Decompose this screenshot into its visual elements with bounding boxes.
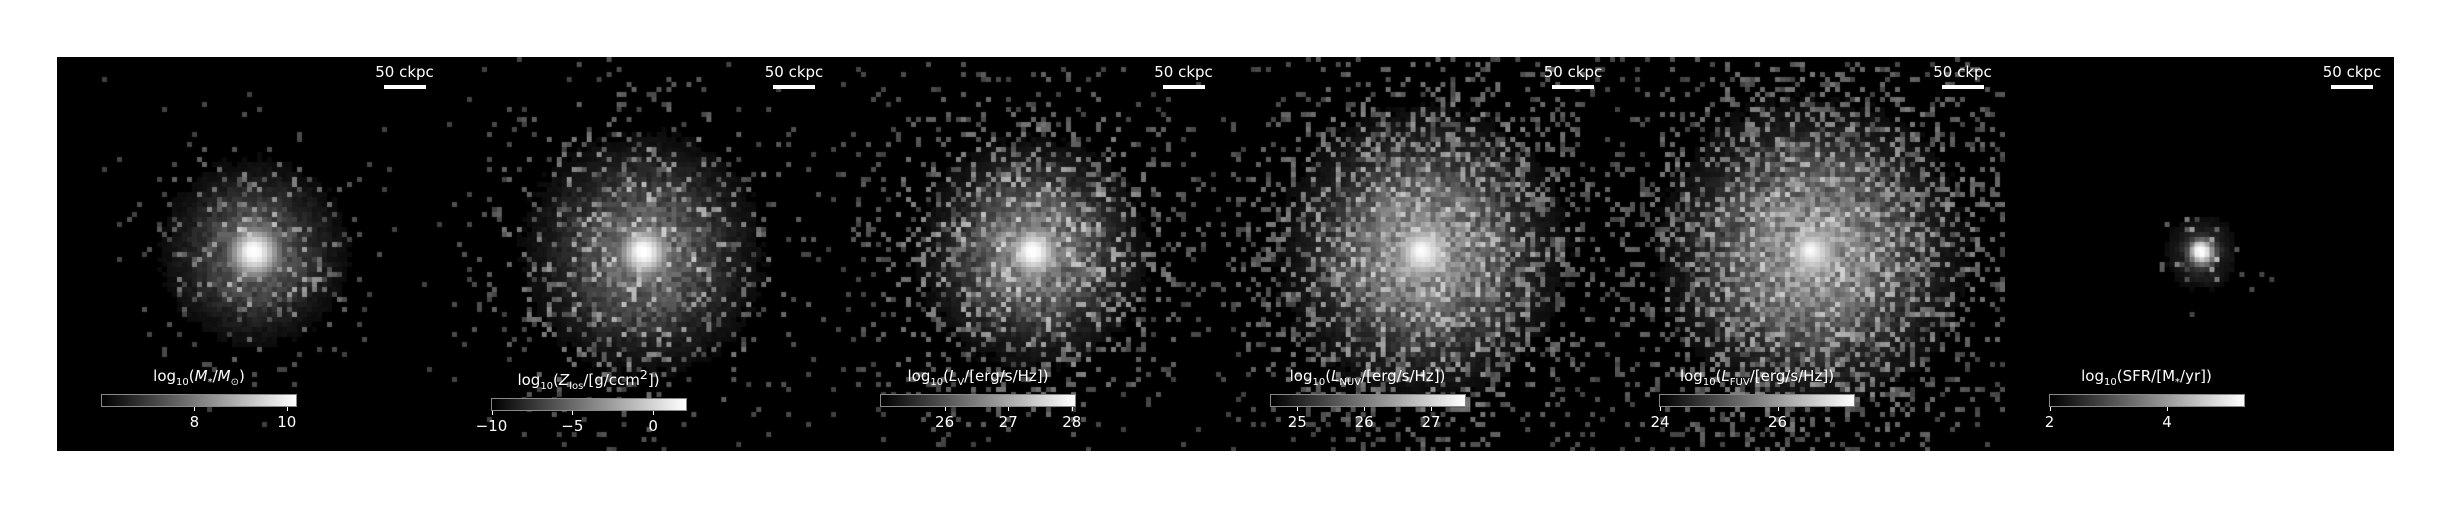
panel-stellar-mass: 50 ckpc log10(M*/M⊙) 8 10 — [57, 57, 447, 451]
colorbar-tick-label: 24 — [1650, 413, 1670, 431]
scalebar: 50 ckpc — [375, 63, 434, 89]
map-v-band-luminosity — [836, 57, 1226, 451]
colorbar-tick-label: 28 — [1062, 413, 1082, 431]
colorbar-tick-mark — [2167, 407, 2169, 411]
scalebar-line — [1162, 85, 1205, 89]
colorbar-tick-mark — [1297, 407, 1299, 411]
colorbar-ticks: 25 26 27 — [1270, 407, 1466, 431]
colorbar-tick-mark — [286, 407, 288, 411]
colorbar-title: log10(Zlos/[g/ccm2]) — [517, 367, 660, 392]
scalebar-line — [773, 85, 815, 89]
colorbar-tick-label: 26 — [1354, 413, 1374, 431]
colorbar-gradient — [2048, 394, 2245, 407]
colorbar-tick-label: 2 — [2044, 413, 2055, 431]
map-stellar-mass — [57, 57, 447, 451]
colorbar-tick-label: −10 — [475, 417, 508, 435]
colorbar-tick-mark — [1071, 407, 1073, 411]
colorbar-tick-mark — [1008, 407, 1010, 411]
colorbar: log10(Zlos/[g/ccm2]) −10 −5 0 — [476, 367, 687, 435]
colorbar-tick-label: 26 — [935, 413, 955, 431]
scalebar: 50 ckpc — [1544, 63, 1602, 89]
scalebar-label: 50 ckpc — [1933, 63, 1992, 81]
colorbar-tick-mark — [194, 407, 196, 411]
colorbar-tick-label: 0 — [648, 417, 658, 435]
colorbar-tick-label: 25 — [1287, 413, 1307, 431]
scalebar-line — [383, 85, 426, 89]
colorbar-ticks: 8 10 — [101, 407, 297, 431]
colorbar-tick-label: 8 — [189, 413, 200, 431]
colorbar-title: log10(M*/M⊙) — [153, 367, 245, 388]
colorbar-tick-mark — [653, 411, 655, 415]
scalebar-line — [1941, 85, 1984, 89]
colorbar: log10(LV/[erg/s/Hz]) 26 27 28 — [880, 367, 1081, 431]
map-star-formation-rate — [2004, 57, 2394, 451]
scalebar: 50 ckpc — [2323, 63, 2381, 89]
scalebar-label: 50 ckpc — [375, 63, 434, 81]
colorbar-tick-label: −5 — [561, 417, 584, 435]
image-grid: 50 ckpc log10(M*/M⊙) 8 10 50 ckpc log10(Z… — [57, 57, 2394, 451]
colorbar-title: log10(LFUV/[erg/s/Hz]) — [1679, 367, 1835, 388]
panel-nuv-luminosity: 50 ckpc log10(LNUV/[erg/s/Hz]) 25 26 27 — [1225, 57, 1615, 451]
colorbar-gradient — [1659, 394, 1855, 407]
scalebar-label: 50 ckpc — [1543, 63, 1603, 81]
colorbar-title: log10(LV/[erg/s/Hz]) — [907, 367, 1049, 388]
colorbar-title: log10(LNUV/[erg/s/Hz]) — [1289, 367, 1446, 388]
map-nuv-luminosity — [1225, 57, 1615, 451]
map-fuv-luminosity — [1615, 57, 2005, 451]
colorbar-gradient — [490, 398, 687, 411]
colorbar-tick-label: 27 — [998, 413, 1018, 431]
colorbar-tick-mark — [1660, 407, 1661, 411]
colorbar-tick-mark — [944, 407, 946, 411]
colorbar-ticks: 26 27 28 — [880, 407, 1081, 431]
scalebar: 50 ckpc — [765, 63, 823, 89]
colorbar-gradient — [880, 394, 1076, 407]
colorbar: log10(LNUV/[erg/s/Hz]) 25 26 27 — [1269, 367, 1466, 431]
panel-metal-surface-density: 50 ckpc log10(Zlos/[g/ccm2]) −10 −5 0 — [446, 57, 836, 451]
colorbar: log10(LFUV/[erg/s/Hz]) 24 26 — [1650, 367, 1855, 431]
colorbar-ticks: −10 −5 0 — [476, 411, 687, 435]
colorbar-gradient — [101, 394, 297, 407]
scalebar: 50 ckpc — [1154, 63, 1213, 89]
colorbar: log10(M*/M⊙) 8 10 — [101, 367, 297, 431]
scalebar-label: 50 ckpc — [2322, 63, 2382, 81]
colorbar-tick-mark — [572, 411, 574, 415]
scalebar: 50 ckpc — [1933, 63, 1992, 89]
colorbar-tick-mark — [1777, 407, 1779, 411]
panel-v-band-luminosity: 50 ckpc log10(LV/[erg/s/Hz]) 26 27 28 — [836, 57, 1226, 451]
colorbar-gradient — [1269, 394, 1466, 407]
colorbar-title: log10(SFR/[M*/yr]) — [2081, 367, 2212, 388]
colorbar-tick-mark — [491, 411, 493, 415]
colorbar-tick-label: 10 — [277, 413, 297, 431]
colorbar-tick-label: 27 — [1421, 413, 1441, 431]
scalebar-line — [2331, 85, 2373, 89]
scalebar-label: 50 ckpc — [764, 63, 824, 81]
colorbar-tick-mark — [1364, 407, 1366, 411]
colorbar-tick-mark — [2049, 407, 2051, 411]
colorbar-tick-label: 4 — [2162, 413, 2172, 431]
panel-fuv-luminosity: 50 ckpc log10(LFUV/[erg/s/Hz]) 24 26 — [1615, 57, 2005, 451]
scalebar-line — [1552, 85, 1594, 89]
map-metal-surface-density — [446, 57, 836, 451]
colorbar-tick-label: 26 — [1768, 413, 1788, 431]
scalebar-label: 50 ckpc — [1154, 63, 1213, 81]
colorbar-ticks: 24 26 — [1650, 407, 1855, 431]
colorbar-tick-mark — [1431, 407, 1433, 411]
